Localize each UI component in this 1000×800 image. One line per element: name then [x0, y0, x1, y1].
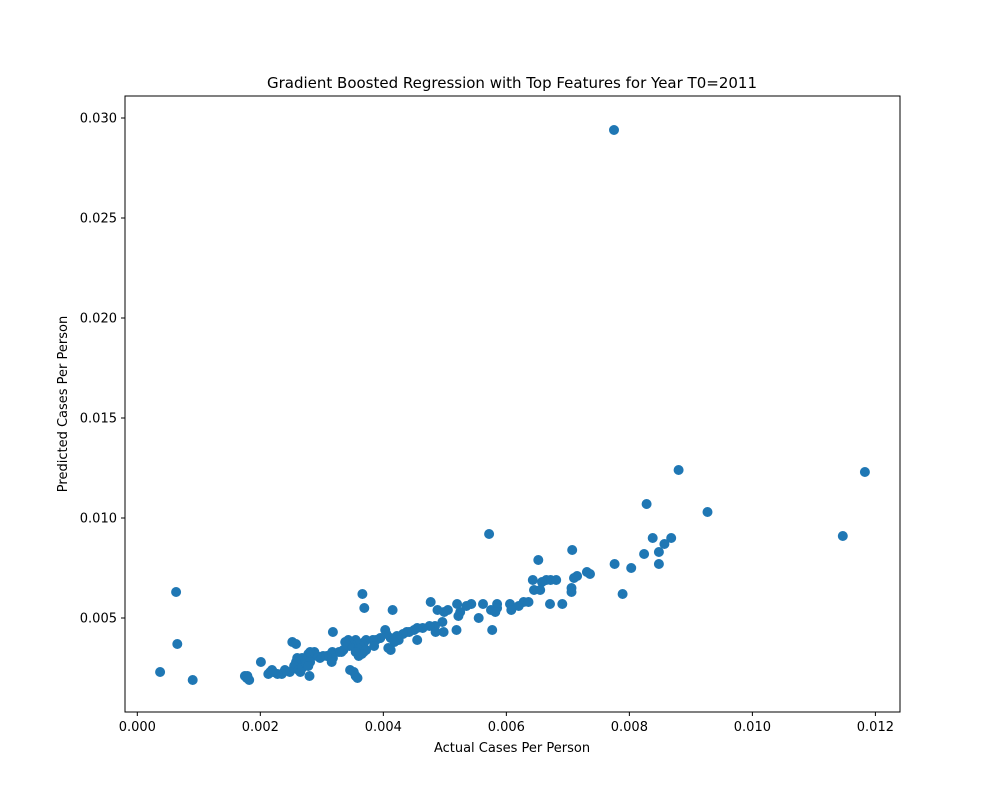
- scatter-point: [155, 667, 166, 677]
- scatter-point: [242, 671, 253, 681]
- y-tick-label: 0.025: [80, 212, 117, 227]
- scatter-point: [535, 585, 546, 595]
- data-points: [155, 125, 870, 685]
- scatter-point: [389, 637, 400, 647]
- scatter-point: [473, 613, 484, 623]
- x-tick-label: 0.006: [488, 720, 525, 735]
- scatter-point: [626, 563, 637, 573]
- scatter-point: [609, 559, 620, 569]
- x-tick-label: 0.012: [857, 720, 894, 735]
- scatter-point: [545, 599, 555, 609]
- scatter-point: [291, 639, 301, 649]
- scatter-point: [551, 575, 562, 585]
- scatter-point: [303, 661, 314, 671]
- x-tick-label: 0.002: [242, 720, 279, 735]
- scatter-point: [387, 605, 398, 615]
- scatter-point: [172, 639, 183, 649]
- scatter-point: [451, 625, 462, 635]
- scatter-point: [478, 599, 488, 609]
- scatter-point: [369, 641, 380, 651]
- scatter-point: [412, 635, 423, 645]
- scatter-point: [641, 499, 652, 509]
- scatter-point: [267, 665, 277, 675]
- scatter-point: [506, 605, 517, 615]
- scatter-point: [569, 573, 579, 583]
- x-axis-label: Actual Cases Per Person: [434, 741, 590, 756]
- scatter-point: [527, 575, 538, 585]
- scatter-point: [659, 539, 670, 549]
- scatter-point: [359, 603, 370, 613]
- scatter-point: [647, 533, 658, 543]
- scatter-point: [187, 675, 198, 685]
- scatter-point: [171, 587, 182, 597]
- scatter-point: [438, 627, 449, 637]
- scatter-point: [490, 607, 501, 617]
- scatter-point: [617, 589, 628, 599]
- scatter-point: [357, 589, 368, 599]
- scatter-point: [567, 545, 578, 555]
- x-axis-ticks: 0.000 0.002 0.004 0.006 0.008 0.010 0.012: [119, 712, 894, 735]
- scatter-point: [673, 465, 684, 475]
- scatter-point: [425, 597, 436, 607]
- scatter-point: [461, 601, 472, 611]
- scatter-point: [513, 601, 524, 611]
- x-tick-label: 0.004: [365, 720, 402, 735]
- y-tick-label: 0.030: [80, 112, 117, 127]
- scatter-point: [666, 533, 677, 543]
- scatter-point: [533, 555, 544, 565]
- scatter-point: [350, 647, 361, 657]
- y-tick-label: 0.010: [80, 512, 117, 527]
- scatter-point: [653, 559, 664, 569]
- scatter-point: [439, 607, 450, 617]
- scatter-point: [537, 577, 547, 587]
- scatter-point: [340, 637, 351, 647]
- scatter-point: [437, 617, 448, 627]
- chart-title: Gradient Boosted Regression with Top Fea…: [267, 74, 757, 92]
- scatter-point: [430, 627, 441, 637]
- scatter-point: [859, 467, 870, 477]
- scatter-point: [653, 547, 664, 557]
- y-axis-ticks: 0.005 0.010 0.015 0.020 0.025 0.030: [80, 112, 125, 627]
- scatter-point: [385, 645, 396, 655]
- scatter-point: [557, 599, 568, 609]
- scatter-point: [327, 627, 338, 637]
- scatter-point: [484, 529, 495, 539]
- y-axis-label: Predicted Cases Per Person: [56, 316, 71, 492]
- scatter-point: [585, 569, 595, 579]
- scatter-point: [304, 671, 315, 681]
- y-tick-label: 0.015: [80, 412, 117, 427]
- scatter-point: [609, 125, 619, 135]
- scatter-point: [352, 673, 363, 683]
- scatter-point: [452, 599, 463, 609]
- scatter-point: [523, 597, 534, 607]
- scatter-point: [255, 657, 266, 667]
- scatter-point: [453, 611, 464, 621]
- x-tick-label: 0.008: [611, 720, 648, 735]
- scatter-point: [639, 549, 650, 559]
- y-tick-label: 0.020: [80, 312, 117, 327]
- x-tick-label: 0.010: [734, 720, 771, 735]
- x-tick-label: 0.000: [119, 720, 156, 735]
- scatter-point: [702, 507, 713, 517]
- scatter-point: [837, 531, 848, 541]
- plot-frame: [124, 95, 901, 713]
- scatter-point: [487, 625, 498, 635]
- y-tick-label: 0.005: [80, 612, 117, 627]
- scatter-point: [566, 587, 577, 597]
